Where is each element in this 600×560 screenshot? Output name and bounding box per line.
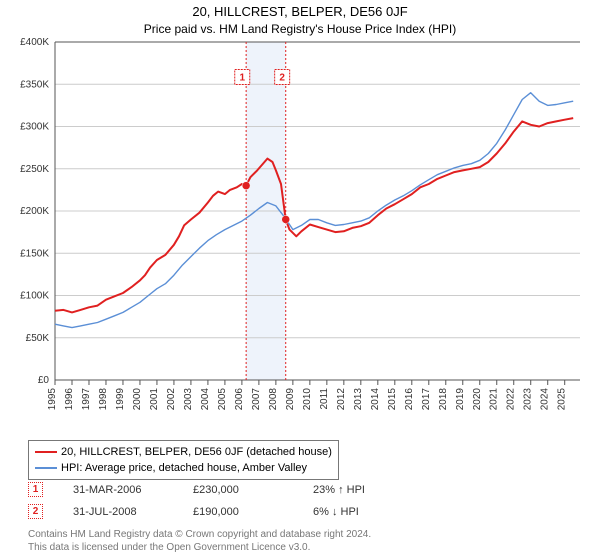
- x-axis-label: 2004: [200, 388, 211, 411]
- x-axis-label: 2024: [540, 388, 551, 411]
- sale-price: £230,000: [193, 484, 283, 496]
- x-axis-label: 2019: [455, 388, 466, 411]
- x-axis-label: 1996: [64, 388, 75, 411]
- attribution-footer: Contains HM Land Registry data © Crown c…: [28, 528, 580, 554]
- sale-marker-2: 2: [275, 69, 290, 84]
- x-axis-label: 2002: [166, 388, 177, 411]
- legend-label: HPI: Average price, detached house, Ambe…: [61, 462, 307, 474]
- svg-text:2: 2: [279, 72, 285, 83]
- sale-marker-1: 1: [235, 69, 250, 84]
- x-axis-label: 2014: [370, 388, 381, 411]
- x-axis-label: 2018: [438, 388, 449, 411]
- x-axis-label: 1998: [98, 388, 109, 411]
- x-axis-label: 1995: [47, 388, 58, 411]
- x-axis-label: 2005: [217, 388, 228, 411]
- x-axis-label: 1999: [115, 388, 126, 411]
- y-axis-label: £0: [38, 375, 50, 386]
- x-axis-label: 2017: [421, 388, 432, 411]
- x-axis-label: 2020: [472, 388, 483, 411]
- price-chart: £0 £50K £100K £150K £200K £250K £300K £350K £400…: [0, 0, 600, 430]
- x-axis-label: 2009: [285, 388, 296, 411]
- y-axis-label: £300K: [20, 122, 49, 133]
- y-axis-label: £100K: [20, 291, 49, 302]
- x-axis-label: 2025: [557, 388, 568, 411]
- x-axis-label: 2006: [234, 388, 245, 411]
- sale-marker-badge: 1: [28, 482, 43, 497]
- legend-item: HPI: Average price, detached house, Ambe…: [35, 460, 332, 476]
- x-axis-label: 2003: [183, 388, 194, 411]
- x-axis-label: 2001: [149, 388, 160, 411]
- footer-line-1: Contains HM Land Registry data © Crown c…: [28, 528, 580, 541]
- y-axis-label: £250K: [20, 164, 49, 175]
- y-axis-label: £50K: [26, 333, 50, 344]
- svg-text:1: 1: [239, 72, 245, 83]
- legend-swatch: [35, 467, 57, 469]
- y-axis-label: £200K: [20, 206, 49, 217]
- sale-row-2: 2 31-JUL-2008 £190,000 6% ↓ HPI: [28, 504, 580, 519]
- chart-legend: 20, HILLCREST, BELPER, DE56 0JF (detache…: [28, 440, 339, 480]
- sale-date: 31-MAR-2006: [73, 484, 163, 496]
- x-axis-label: 2023: [523, 388, 534, 411]
- sale-price: £190,000: [193, 506, 283, 518]
- x-axis-label: 2010: [302, 388, 313, 411]
- sale-row-1: 1 31-MAR-2006 £230,000 23% ↑ HPI: [28, 482, 580, 497]
- x-axis-label: 2012: [336, 388, 347, 411]
- legend-item: 20, HILLCREST, BELPER, DE56 0JF (detache…: [35, 444, 332, 460]
- x-axis-label: 2022: [506, 388, 517, 411]
- y-axis-label: £350K: [20, 79, 49, 90]
- x-axis-label: 2013: [353, 388, 364, 411]
- sale-delta: 23% ↑ HPI: [313, 484, 403, 496]
- x-axis-label: 2011: [319, 388, 330, 410]
- x-axis-label: 2008: [268, 388, 279, 411]
- sale-date: 31-JUL-2008: [73, 506, 163, 518]
- legend-swatch: [35, 451, 57, 453]
- legend-label: 20, HILLCREST, BELPER, DE56 0JF (detache…: [61, 446, 332, 458]
- x-axis-label: 2000: [132, 388, 143, 411]
- x-axis-label: 1997: [81, 388, 92, 411]
- sale-marker-badge: 2: [28, 504, 43, 519]
- x-axis-label: 2007: [251, 388, 262, 411]
- footer-line-2: This data is licensed under the Open Gov…: [28, 541, 580, 554]
- x-axis-label: 2021: [489, 388, 500, 411]
- x-axis-label: 2016: [404, 388, 415, 411]
- page-root: 20, HILLCREST, BELPER, DE56 0JF Price pa…: [0, 0, 600, 560]
- y-axis-label: £150K: [20, 248, 49, 259]
- x-axis-label: 2015: [387, 388, 398, 411]
- y-axis-label: £400K: [20, 37, 49, 48]
- sale-delta: 6% ↓ HPI: [313, 506, 403, 518]
